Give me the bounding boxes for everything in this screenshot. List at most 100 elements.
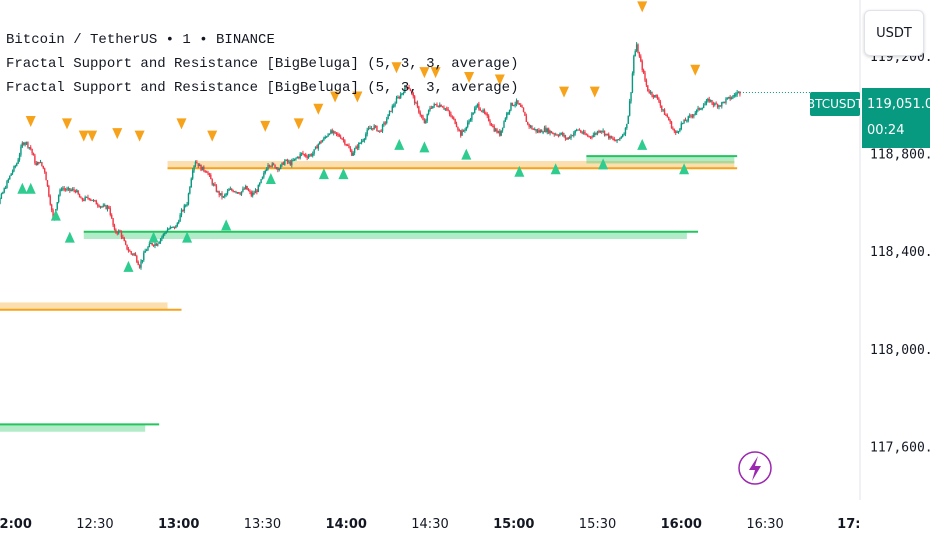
legend-indicator-2[interactable]: Fractal Support and Resistance [BigBelug…	[6, 80, 519, 96]
candle-body	[332, 131, 335, 134]
legend-symbol[interactable]: Bitcoin / TetherUS • 1 • BINANCE	[6, 32, 275, 48]
candle-body	[651, 91, 653, 96]
time-tick-label: 12:30	[76, 517, 113, 532]
candle-body	[164, 233, 166, 235]
fractal-low-marker	[598, 158, 609, 170]
candle-body	[10, 173, 12, 176]
candle-body	[542, 131, 544, 133]
fractal-low-marker	[394, 138, 405, 150]
candle-body	[473, 108, 476, 114]
candle-body	[24, 142, 26, 145]
candle-body	[229, 188, 232, 190]
fractal-high-marker	[293, 118, 304, 130]
candle-body	[178, 221, 180, 224]
candle-body	[393, 105, 395, 107]
candle-body	[626, 123, 628, 129]
candle-body	[581, 132, 583, 134]
candle-body	[210, 174, 212, 180]
candle-body	[236, 192, 239, 194]
candle-body	[324, 137, 326, 139]
candle-body	[430, 107, 433, 109]
candle-body	[388, 110, 391, 115]
candle-body	[359, 142, 361, 144]
candle-body	[532, 128, 535, 130]
candle-body	[559, 134, 561, 136]
candle-body	[736, 92, 738, 95]
candle-body	[330, 130, 332, 134]
candle-body	[390, 110, 392, 112]
candle-body	[681, 122, 684, 124]
candle-body	[127, 249, 130, 251]
fractal-low-marker	[318, 168, 329, 180]
candle-body	[360, 141, 363, 143]
candle-body	[602, 130, 604, 132]
candle-body	[243, 188, 246, 190]
candle-body	[331, 130, 333, 134]
candle-body	[504, 118, 507, 122]
symbol-tag-text: BTCUSDT	[807, 97, 864, 111]
candle-body	[140, 261, 142, 268]
candle-body	[166, 229, 169, 233]
time-axis[interactable]: 12:00 12:30 13:00 13:30 14:00 14:30 15:00 15:30…	[0, 517, 860, 532]
fractal-low-marker	[123, 260, 134, 272]
candle-body	[289, 161, 292, 166]
candle-body	[543, 127, 546, 132]
candle-body	[624, 128, 627, 134]
candle-body	[126, 244, 128, 250]
candle-body	[11, 171, 14, 174]
candle-body	[608, 133, 610, 139]
candle-body	[18, 154, 21, 160]
candle-body	[20, 146, 22, 155]
fractal-low-marker	[637, 138, 648, 150]
candle-body	[461, 130, 463, 136]
candle-body	[679, 128, 681, 132]
fractal-high-marker	[134, 130, 145, 142]
candle-body	[719, 105, 722, 107]
candle-body	[457, 126, 459, 130]
candle-body	[416, 102, 419, 107]
fractal-low-marker	[265, 173, 276, 185]
candle-body	[666, 115, 669, 118]
candle-body	[483, 110, 486, 113]
candle-body	[182, 210, 184, 212]
candle-body	[372, 128, 374, 130]
candle-body	[52, 209, 54, 219]
candle-body	[194, 162, 197, 166]
candle-body	[34, 155, 36, 164]
candle-body	[665, 114, 667, 116]
candle-body	[345, 144, 347, 146]
candle-body	[23, 142, 25, 145]
candle-body	[732, 95, 734, 99]
candle-body	[32, 153, 35, 156]
candle-body	[265, 168, 268, 171]
candle-body	[500, 130, 502, 136]
candle-body	[335, 132, 338, 134]
candle-body	[258, 182, 261, 186]
candle-body	[73, 189, 75, 191]
candle-body	[305, 154, 307, 157]
currency-selector[interactable]: USDT	[864, 10, 924, 56]
candle-body	[510, 102, 512, 110]
fractal-low-marker	[461, 148, 472, 160]
candle-body	[101, 206, 103, 208]
candle-body	[386, 119, 388, 124]
candle-body	[425, 120, 427, 124]
candle-body	[616, 139, 618, 142]
candle-body	[468, 120, 470, 123]
candle-body	[116, 232, 118, 234]
candle-body	[320, 141, 322, 143]
candle-body	[49, 196, 51, 205]
price-axis[interactable]: 119,200.00118,800.00118,400.00118,000.00…	[870, 50, 932, 455]
candle-body	[662, 109, 664, 111]
candle-body	[42, 165, 44, 169]
candle-body	[383, 122, 385, 125]
legend-indicator-1[interactable]: Fractal Support and Resistance [BigBelug…	[6, 56, 519, 72]
candle-body	[444, 108, 447, 110]
lightning-bolt-icon[interactable]	[738, 451, 772, 485]
candle-body	[531, 125, 533, 129]
price-tick-label: 117,600.00	[870, 440, 932, 455]
candle-body	[214, 184, 216, 186]
candle-body	[686, 120, 688, 122]
candle-body	[200, 164, 202, 171]
